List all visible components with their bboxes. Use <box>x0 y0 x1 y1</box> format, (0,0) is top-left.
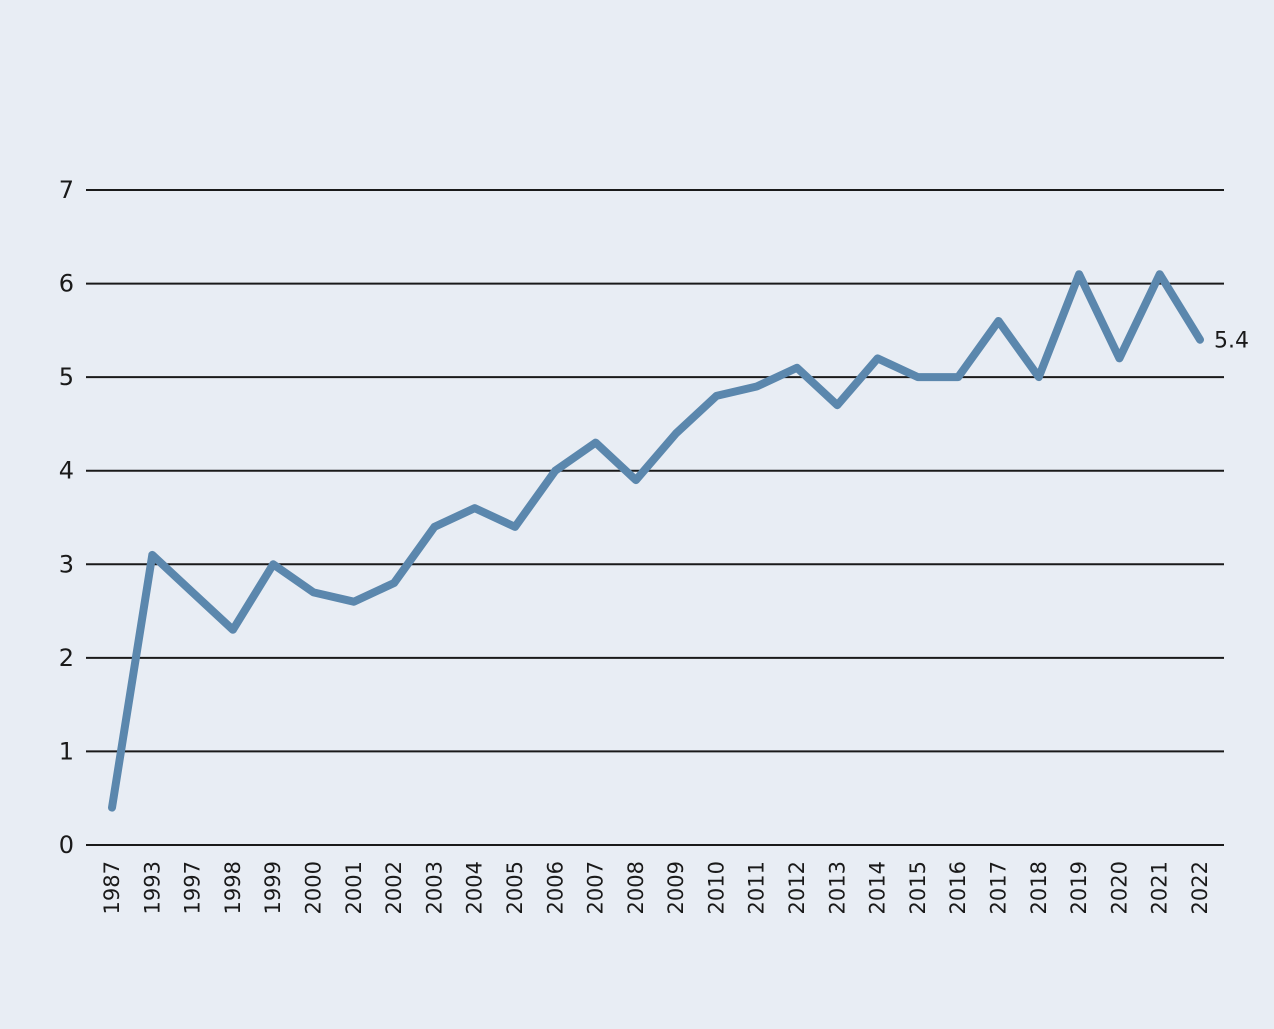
x-tick-label: 2017 <box>987 861 1011 914</box>
x-tick-label: 2021 <box>1148 861 1172 914</box>
x-tick-label: 2009 <box>664 861 688 914</box>
y-tick-label: 0 <box>59 831 74 859</box>
y-tick-label: 6 <box>59 270 74 298</box>
x-tick-label: 1998 <box>221 861 245 914</box>
y-tick-label: 1 <box>59 737 74 765</box>
x-tick-label: 2020 <box>1107 861 1131 914</box>
x-tick-label: 2006 <box>543 861 567 914</box>
x-tick-label: 1997 <box>181 861 205 914</box>
x-tick-label: 2013 <box>825 861 849 914</box>
x-tick-label: 2001 <box>342 861 366 914</box>
x-tick-label: 2000 <box>301 861 325 914</box>
x-axis-ticks: 1987 1993 1997 1998 1999 2000 2001 2002 2003 2004… <box>100 861 1212 914</box>
x-tick-label: 1987 <box>100 861 124 914</box>
x-tick-label: 2014 <box>866 861 890 914</box>
end-value-label: 5.4 <box>1214 329 1249 354</box>
x-tick-label: 2008 <box>624 861 648 914</box>
x-tick-label: 2011 <box>745 861 769 914</box>
x-tick-label: 1999 <box>261 861 285 914</box>
y-tick-label: 7 <box>59 176 74 204</box>
x-tick-label: 2019 <box>1067 861 1091 914</box>
x-tick-label: 2012 <box>785 861 809 914</box>
y-axis-ticks: 0 1 2 3 4 5 6 7 <box>59 176 74 859</box>
x-tick-label: 2007 <box>584 861 608 914</box>
x-tick-label: 1993 <box>140 861 164 914</box>
y-tick-label: 2 <box>59 644 74 672</box>
x-tick-label: 2016 <box>946 861 970 914</box>
x-tick-label: 2018 <box>1027 861 1051 914</box>
x-tick-label: 2022 <box>1188 861 1212 914</box>
grid-lines <box>86 189 1224 846</box>
series-line <box>108 270 1204 812</box>
x-tick-label: 2004 <box>463 861 487 914</box>
x-tick-label: 2005 <box>503 861 527 914</box>
x-tick-label: 2010 <box>704 861 728 914</box>
y-tick-label: 3 <box>59 550 74 578</box>
x-tick-label: 2015 <box>906 861 930 914</box>
x-tick-label: 2002 <box>382 861 406 914</box>
x-tick-label: 2003 <box>422 861 446 914</box>
y-tick-label: 4 <box>59 457 74 485</box>
y-tick-label: 5 <box>59 363 74 391</box>
